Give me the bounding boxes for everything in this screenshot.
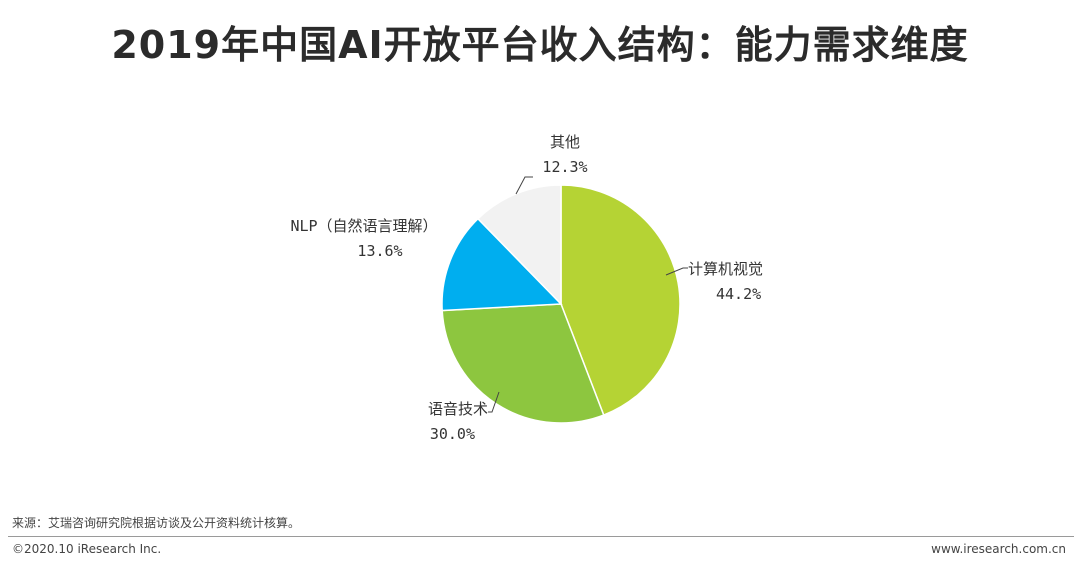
pie-slice-1 [560,184,681,417]
copyright-text: ©2020.10 iResearch Inc. [12,542,162,556]
chart-title: 2019年中国AI开放平台收入结构：能力需求维度 [111,23,969,67]
leader-line-4 [515,176,533,195]
website-link[interactable]: www.iresearch.com.cn [931,542,1066,556]
pie-slice-3 [441,217,563,312]
slice-value-label-4: 12.3% [542,158,587,176]
slice-label-2: 语音技术 [428,400,488,418]
slice-label-3: NLP（自然语言理解） [290,217,437,235]
leader-line-2 [488,391,500,413]
slice-label-1: 计算机视觉 [688,260,763,278]
slice-value-label-3: 13.6% [357,242,402,260]
slice-value-label-2: 30.0% [430,425,475,443]
pie-chart: 计算机视觉 44.2% 语音技术 30.0% NLP（自然语言理解） 13.6% 其他 12.… [290,133,763,443]
footer-divider [8,536,1074,537]
pie-slice-2 [441,303,605,424]
leader-line-1 [665,267,688,276]
slice-label-4: 其他 [550,133,580,151]
slice-value-label-1: 44.2% [716,285,761,303]
source-note: 来源：艾瑞咨询研究院根据访谈及公开资料统计核算。 [12,516,301,530]
